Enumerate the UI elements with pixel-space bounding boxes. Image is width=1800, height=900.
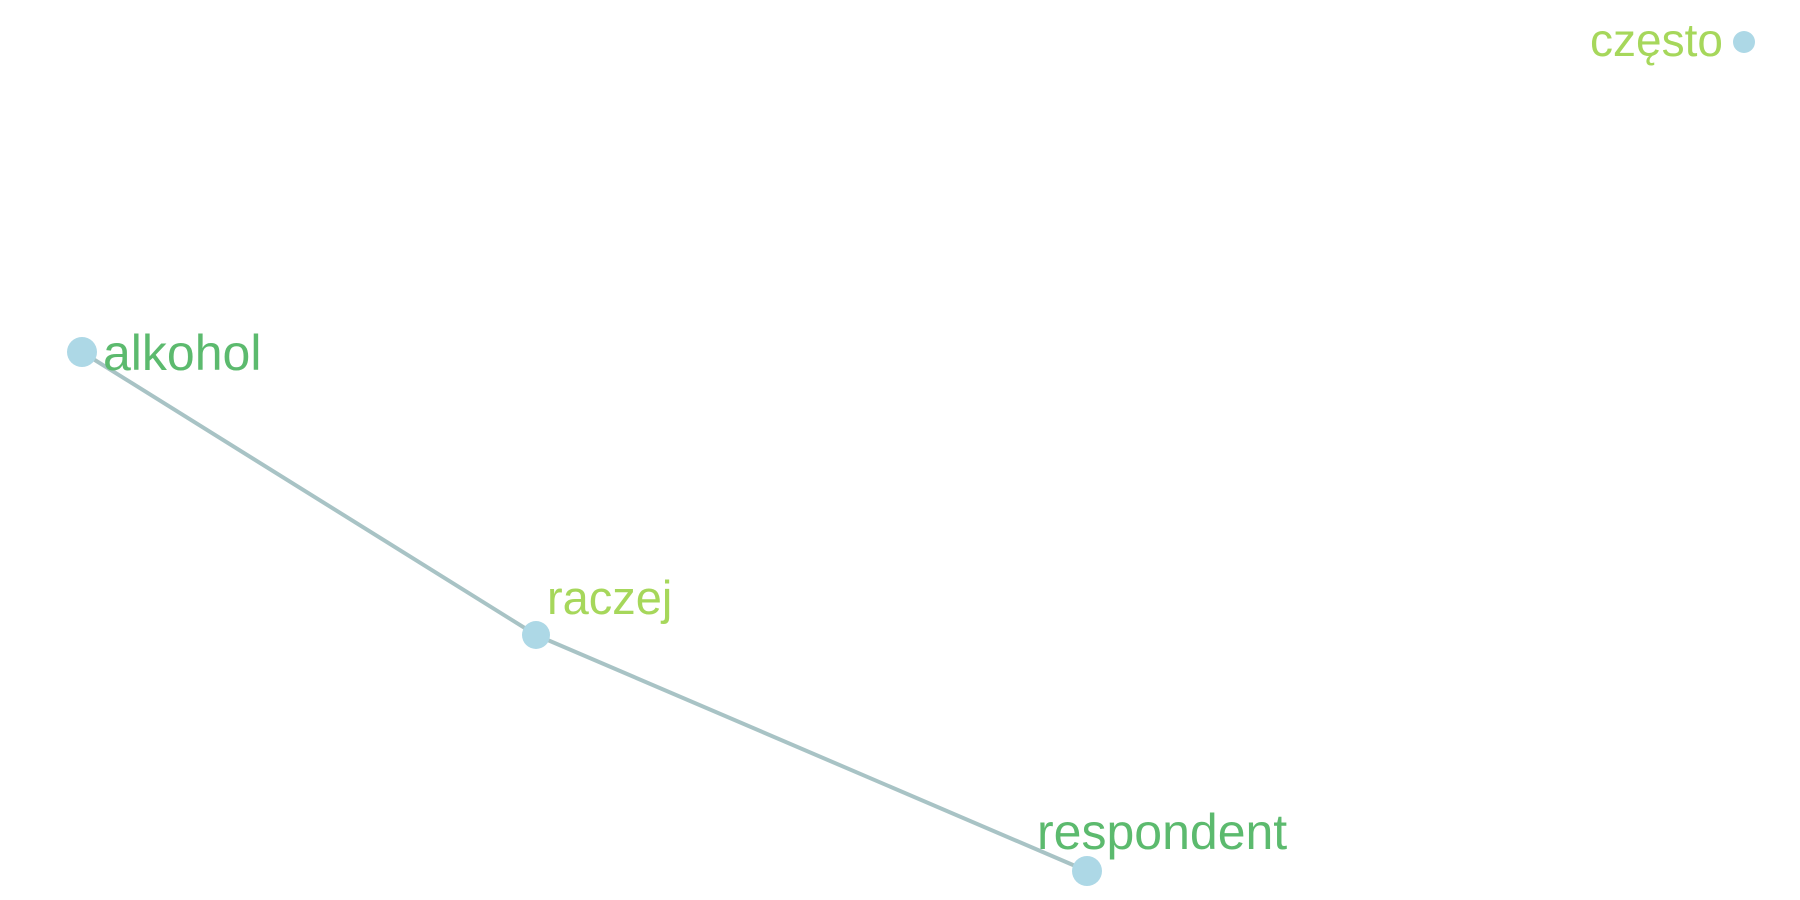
node-czesto-label: często xyxy=(1590,14,1723,66)
node-alkohol-label: alkohol xyxy=(103,325,261,381)
node-respondent-dot[interactable] xyxy=(1072,856,1102,886)
node-alkohol-dot[interactable] xyxy=(67,337,97,367)
node-raczej-label: raczej xyxy=(547,571,672,624)
edges-layer xyxy=(80,350,1089,873)
node-raczej-dot[interactable] xyxy=(522,621,550,649)
node-respondent-label: respondent xyxy=(1037,804,1287,860)
edge-raczej-respondent xyxy=(534,633,1089,873)
edge-alkohol-raczej xyxy=(80,350,538,637)
node-czesto-dot[interactable] xyxy=(1733,31,1755,53)
nodes-layer: alkohol raczej respondent często xyxy=(67,14,1755,886)
